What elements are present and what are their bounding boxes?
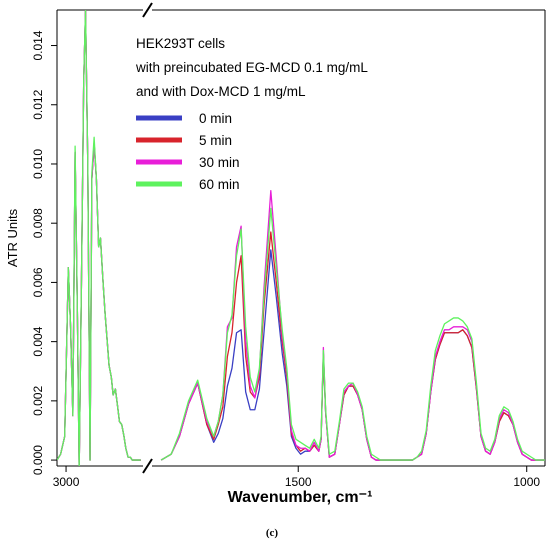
- legend-label: 5 min: [199, 133, 232, 148]
- legend: 0 min 5 min 30 min 60 min: [136, 111, 240, 192]
- axis-break-top: [142, 2, 153, 18]
- x-tick-label: 1000: [513, 475, 540, 489]
- legend-label: 0 min: [199, 111, 232, 126]
- series-line-60-min: [57, 10, 545, 466]
- legend-label: 30 min: [199, 155, 240, 170]
- y-tick-label: 0.004: [31, 326, 45, 356]
- x-tick-label: 1500: [285, 475, 312, 489]
- annotation-line-1: HEK293T cells: [136, 36, 225, 51]
- y-tick-label: 0.006: [31, 267, 45, 297]
- x-axis-title: Wavenumber, cm⁻¹: [228, 489, 373, 506]
- series-line-5-min: [57, 10, 545, 466]
- x-tick-label: 3000: [53, 475, 80, 489]
- legend-label: 60 min: [199, 177, 240, 192]
- figure-caption: (c): [266, 527, 279, 539]
- series-layer: [57, 10, 545, 466]
- annotation-line-2: with preincubated EG-MCD 0.1 mg/mL: [135, 60, 368, 75]
- y-tick-label: 0.002: [31, 386, 45, 416]
- series-line-0-min: [57, 10, 545, 466]
- series-line-30-min: [57, 10, 545, 466]
- x-axis-ticks: 3000 1500 1000: [53, 466, 540, 489]
- y-axis-title: ATR Units: [5, 208, 20, 267]
- y-tick-label: 0.000: [31, 445, 45, 475]
- y-tick-label: 0.010: [31, 149, 45, 179]
- y-axis-ticks: 0.000 0.002 0.004 0.006 0.008 0.010 0.012 0.014: [31, 30, 57, 475]
- y-tick-label: 0.014: [31, 30, 45, 60]
- y-tick-label: 0.012: [31, 89, 45, 119]
- y-tick-label: 0.008: [31, 208, 45, 238]
- annotation-line-3: and with Dox-MCD 1 mg/mL: [136, 84, 306, 99]
- axis-break-bottom: [142, 458, 153, 474]
